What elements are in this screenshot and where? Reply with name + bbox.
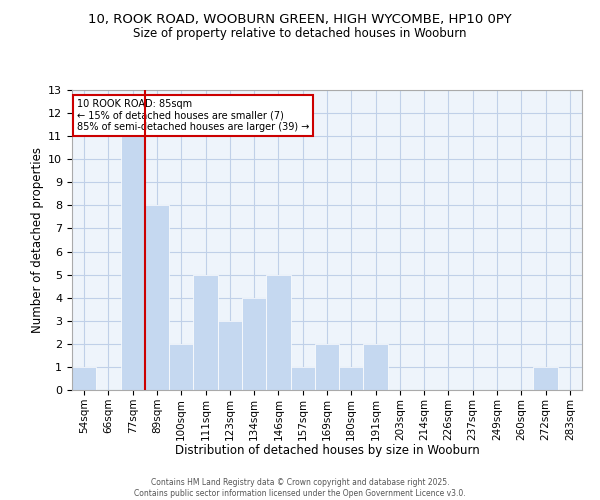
Text: Size of property relative to detached houses in Wooburn: Size of property relative to detached ho… (133, 28, 467, 40)
Bar (121, 136, 145, 390)
Bar (242, 298, 266, 390)
Text: Contains HM Land Registry data © Crown copyright and database right 2025.
Contai: Contains HM Land Registry data © Crown c… (134, 478, 466, 498)
Bar (339, 367, 364, 390)
X-axis label: Distribution of detached houses by size in Wooburn: Distribution of detached houses by size … (175, 444, 479, 457)
Text: 10, ROOK ROAD, WOOBURN GREEN, HIGH WYCOMBE, HP10 0PY: 10, ROOK ROAD, WOOBURN GREEN, HIGH WYCOM… (88, 12, 512, 26)
Bar (72, 367, 96, 390)
Bar (218, 321, 242, 390)
Bar (169, 344, 193, 390)
Text: 10 ROOK ROAD: 85sqm
← 15% of detached houses are smaller (7)
85% of semi-detache: 10 ROOK ROAD: 85sqm ← 15% of detached ho… (77, 99, 310, 132)
Bar (364, 344, 388, 390)
Bar (290, 367, 315, 390)
Bar (315, 344, 339, 390)
Bar (193, 274, 218, 390)
Bar (145, 206, 169, 390)
Bar (266, 274, 290, 390)
Y-axis label: Number of detached properties: Number of detached properties (31, 147, 44, 333)
Bar (533, 367, 558, 390)
